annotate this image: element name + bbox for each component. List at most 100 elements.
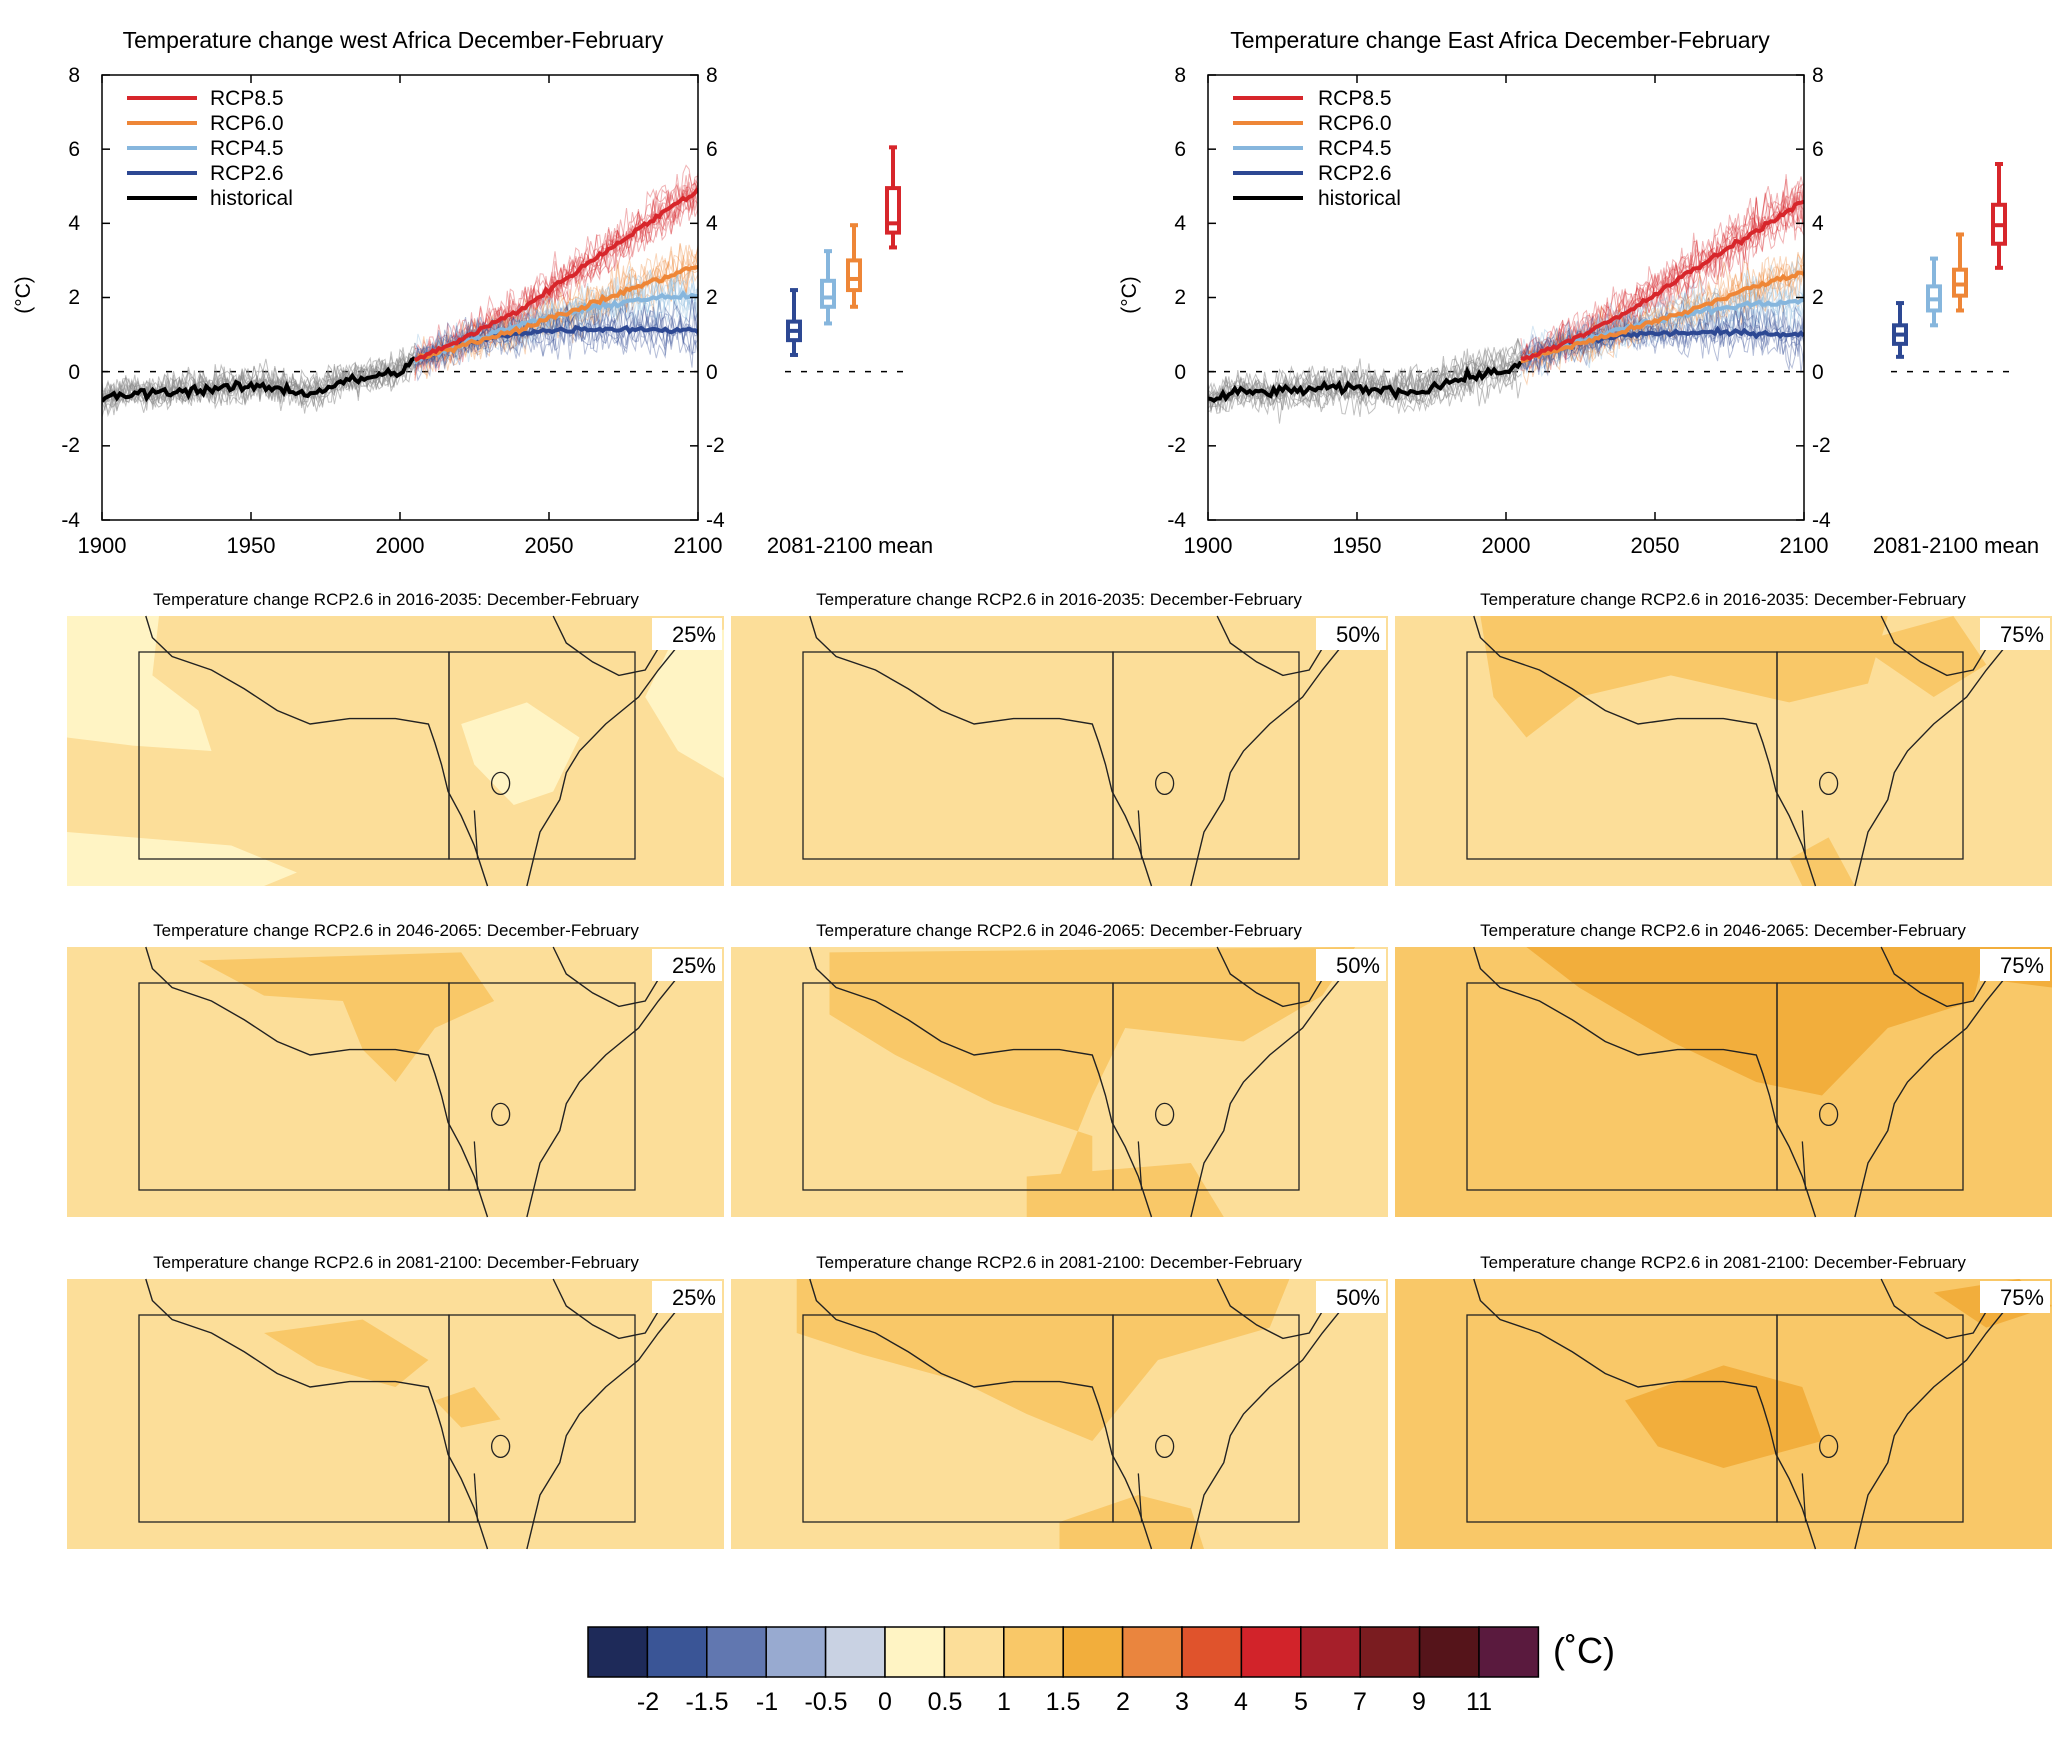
colorbar-tick-label: 0	[878, 1688, 892, 1716]
coastline	[1473, 946, 1817, 1218]
colorbar-tick-label: 11	[1466, 1688, 1492, 1716]
colorbar-cell	[1181, 1626, 1243, 1678]
colorbar-cell	[1240, 1626, 1302, 1678]
map-patch	[1480, 616, 1888, 738]
lake-victoria	[1154, 1434, 1175, 1459]
lake-tanganyika	[1137, 1473, 1143, 1523]
y-tick-label-right: 4	[706, 212, 718, 235]
map-title: Temperature change RCP2.6 in 2081-2100: …	[1480, 1253, 1966, 1272]
boxplot-xlabel: 2081-2100 mean	[767, 533, 933, 558]
map-title: Temperature change RCP2.6 in 2046-2065: …	[1480, 921, 1966, 940]
x-tick-label: 1900	[1184, 533, 1233, 558]
percentile-label: 25%	[672, 1285, 716, 1310]
percentile-label: 50%	[1336, 953, 1380, 978]
colorbar-cell	[1359, 1626, 1421, 1678]
legend-rcp45-label: RCP4.5	[1318, 137, 1392, 160]
coastline	[145, 1278, 489, 1550]
map-patch	[434, 1387, 501, 1428]
ensemble-member	[1520, 286, 1804, 372]
region-box-east	[1112, 1314, 1300, 1523]
ensemble-member	[414, 306, 698, 377]
boxplot-box	[846, 258, 862, 293]
x-tick-label: 2000	[1482, 533, 1531, 558]
y-tick-label: 8	[68, 64, 80, 87]
chart-title: Temperature change East Africa December-…	[1230, 27, 1770, 53]
colorbar-cell	[1300, 1626, 1361, 1678]
y-tick-label: 0	[1174, 361, 1186, 384]
y-tick-label-right: -2	[1812, 434, 1831, 457]
colorbar-tick-label: 5	[1294, 1688, 1308, 1716]
ensemble-member	[414, 245, 698, 366]
percentile-label-bg	[1316, 618, 1386, 650]
coastline	[1190, 946, 1350, 1218]
lake-tanganyika	[473, 1141, 479, 1191]
map-panel	[731, 1278, 1388, 1550]
y-tick-label: 4	[1174, 212, 1186, 235]
percentile-label: 75%	[2000, 622, 2044, 647]
map-background	[731, 616, 1388, 886]
coastline	[145, 615, 489, 887]
colorbar-cell	[646, 1626, 708, 1678]
map-patch	[1789, 837, 1855, 886]
coastline	[809, 615, 1153, 887]
ensemble-member	[1520, 174, 1804, 362]
lake-tanganyika	[1801, 1141, 1807, 1191]
coastline	[1854, 946, 2014, 1218]
coastline	[809, 946, 1153, 1218]
series-line-rcp85	[1520, 199, 1804, 362]
x-tick-label: 1950	[1333, 533, 1382, 558]
map-panel	[67, 1278, 724, 1550]
ensemble-member	[414, 272, 698, 365]
legend-rcp85-label: RCP8.5	[1318, 87, 1392, 110]
percentile-label-bg	[1980, 1281, 2050, 1313]
y-tick-label-right: 0	[1812, 361, 1824, 384]
map-patch	[264, 1319, 429, 1387]
lake-victoria	[1154, 771, 1175, 796]
coastline	[1190, 615, 1350, 887]
y-tick-label-right: 8	[706, 64, 718, 87]
colorbar-tick-label: 0.5	[928, 1688, 963, 1716]
y-tick-label: 6	[68, 138, 80, 161]
colorbar-tick-label: -0.5	[804, 1688, 847, 1716]
map-patch	[461, 702, 580, 805]
map-panel	[67, 946, 724, 1218]
percentile-label: 75%	[2000, 953, 2044, 978]
colorbar-cell	[1121, 1626, 1183, 1678]
percentile-label-bg	[1316, 1281, 1386, 1313]
y-tick-label-right: 0	[706, 361, 718, 384]
lake-tanganyika	[1801, 1473, 1807, 1523]
map-patch	[1526, 947, 1987, 1096]
series-line-rcp60	[1520, 270, 1804, 364]
colorbar-cell	[1478, 1626, 1540, 1678]
colorbar-tick-label: -2	[637, 1688, 659, 1716]
y-tick-label: 0	[68, 361, 80, 384]
colorbar-tick-label: 1	[997, 1688, 1011, 1716]
x-tick-label: 2100	[1780, 533, 1829, 558]
colorbar-cell	[1418, 1626, 1480, 1678]
map-panel	[1395, 615, 2052, 887]
colorbar-tick-label: 7	[1353, 1688, 1367, 1716]
region-box-east	[1776, 982, 1964, 1191]
ensemble-member	[414, 298, 698, 367]
percentile-label-bg	[1980, 618, 2050, 650]
map-panel	[731, 615, 1388, 887]
region-box-east	[1112, 982, 1300, 1191]
lake-victoria	[1818, 771, 1839, 796]
series-line-historical	[102, 356, 416, 403]
lake-tanganyika	[1137, 1141, 1143, 1191]
colorbar-tick-label: 9	[1412, 1688, 1426, 1716]
colorbar-tick-label: 2	[1116, 1688, 1130, 1716]
map-title: Temperature change RCP2.6 in 2016-2035: …	[153, 590, 639, 609]
ensemble-member	[1520, 253, 1804, 370]
percentile-label: 25%	[672, 953, 716, 978]
y-tick-label: -4	[61, 509, 80, 532]
x-tick-label: 2000	[376, 533, 425, 558]
y-tick-label: 2	[68, 286, 80, 309]
y-tick-label: -2	[1167, 434, 1186, 457]
coastline	[145, 946, 489, 1218]
lake-tanganyika	[473, 810, 479, 860]
map-title: Temperature change RCP2.6 in 2081-2100: …	[153, 1253, 639, 1272]
map-patch	[796, 1279, 1290, 1441]
boxplot-box	[885, 186, 901, 235]
y-tick-label: 6	[1174, 138, 1186, 161]
